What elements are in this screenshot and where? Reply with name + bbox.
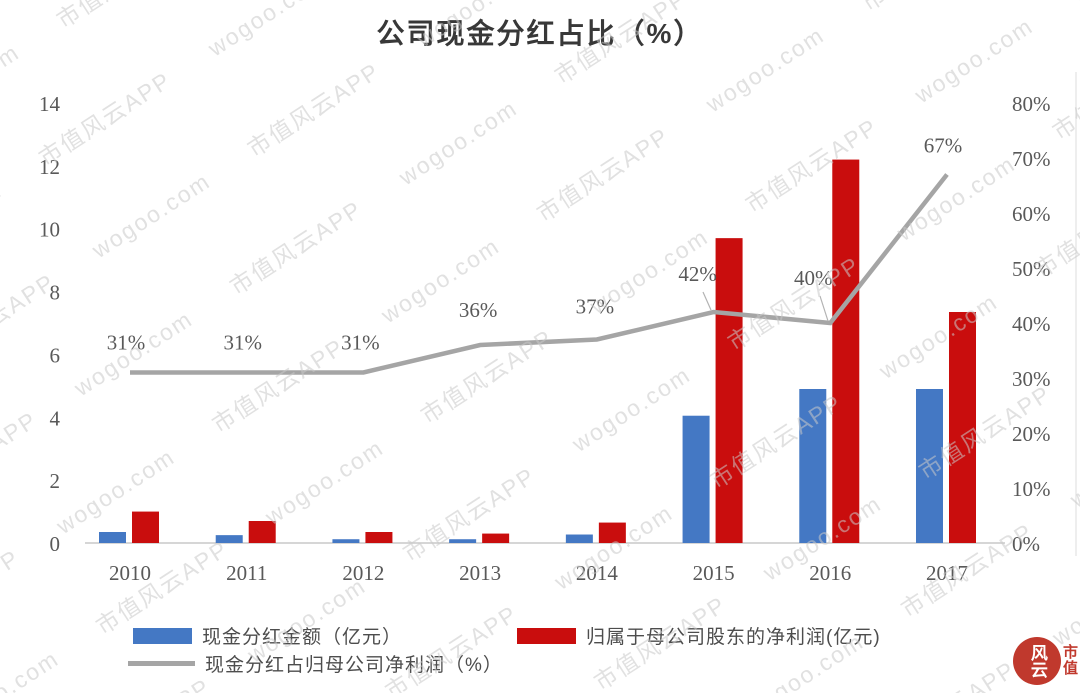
left-axis-tick: 10	[39, 218, 60, 242]
left-axis-tick: 8	[50, 281, 61, 305]
right-axis-tick: 0%	[1012, 532, 1040, 556]
data-label-2011: 31%	[223, 331, 262, 355]
bar-net-profit-2010	[132, 511, 159, 543]
x-axis-label-2015: 2015	[693, 561, 735, 585]
data-label-2015: 42%	[678, 262, 717, 286]
bar-net-profit-2016	[832, 159, 860, 544]
x-axis-label-2012: 2012	[342, 561, 384, 585]
left-axis-tick: 4	[50, 406, 61, 430]
right-axis-tick: 80%	[1012, 92, 1051, 116]
left-axis-tick: 12	[39, 155, 60, 179]
bar-net-profit-2013	[482, 533, 510, 543]
bar-cash-dividend-2011	[215, 535, 243, 543]
label-leader-line-2015	[702, 291, 712, 311]
left-axis-tick: 6	[50, 343, 61, 367]
x-axis-label-2010: 2010	[109, 561, 151, 585]
data-label-2014: 37%	[576, 295, 615, 319]
right-axis-tick: 30%	[1012, 367, 1051, 391]
data-label-2012: 31%	[341, 331, 380, 355]
x-axis-label-2017: 2017	[926, 561, 968, 585]
bar-cash-dividend-2012	[332, 539, 360, 543]
data-label-2013: 36%	[459, 298, 498, 322]
brand-logo: 风云 市 值	[1002, 631, 1078, 691]
data-label-2010: 31%	[107, 331, 146, 355]
brand-logo-text: 市 值	[1062, 643, 1078, 677]
bar-net-profit-2014	[598, 522, 626, 543]
x-axis-label-2016: 2016	[809, 561, 851, 585]
x-axis-label-2013: 2013	[459, 561, 501, 585]
data-label-2017: 67%	[924, 134, 963, 158]
chart-title: 公司现金分红占比（%）	[376, 18, 704, 49]
bar-cash-dividend-2016	[799, 389, 827, 543]
bar-net-profit-2011	[248, 521, 276, 543]
label-leader-line-2016	[819, 295, 829, 322]
right-axis-tick: 10%	[1012, 477, 1051, 501]
right-axis-tick: 20%	[1012, 422, 1051, 446]
data-label-2016: 40%	[794, 266, 833, 290]
brand-logo-circle: 风云	[1012, 637, 1061, 685]
right-axis-tick: 60%	[1012, 202, 1051, 226]
bar-net-profit-2017	[948, 312, 976, 543]
bar-net-profit-2015	[715, 238, 743, 543]
x-axis-label-2014: 2014	[576, 561, 619, 585]
left-axis-tick: 14	[39, 92, 61, 116]
x-axis-label-2011: 2011	[226, 561, 267, 585]
right-axis-tick: 50%	[1012, 257, 1051, 281]
bar-cash-dividend-2015	[682, 415, 710, 543]
right-axis-tick: 40%	[1012, 312, 1051, 336]
left-axis-tick: 2	[50, 469, 61, 493]
bar-cash-dividend-2014	[565, 534, 593, 543]
bar-net-profit-2012	[365, 532, 393, 543]
bar-cash-dividend-2017	[915, 389, 943, 543]
dividend-ratio-line	[130, 173, 949, 375]
bar-cash-dividend-2013	[449, 539, 477, 543]
right-axis-tick: 70%	[1012, 147, 1051, 171]
left-axis-tick: 0	[50, 532, 61, 556]
bar-cash-dividend-2010	[99, 532, 126, 543]
